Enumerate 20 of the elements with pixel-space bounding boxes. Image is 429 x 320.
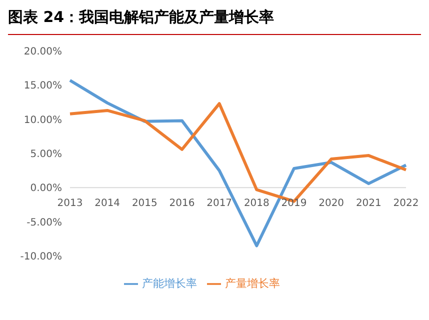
x-tick-label: 2017 <box>206 198 232 210</box>
x-tick-label: 2013 <box>57 198 83 210</box>
y-tick-label: 10.00% <box>24 114 62 126</box>
x-tick-label: 2016 <box>169 198 195 210</box>
x-tick-label: 2015 <box>132 198 158 210</box>
x-tick-label: 2020 <box>318 198 344 210</box>
x-tick-label: 2014 <box>94 198 120 210</box>
y-tick-label: -5.00% <box>26 217 62 228</box>
x-tick-label: 2021 <box>356 198 382 210</box>
x-tick-label: 2018 <box>244 198 270 210</box>
chart-title: 图表 24：我国电解铝产能及产量增长率 <box>8 8 421 35</box>
y-tick-label: 15.00% <box>24 80 62 92</box>
x-tick-label: 2022 <box>393 198 419 210</box>
y-tick-label: 5.00% <box>30 149 62 160</box>
x-tick-label: 2019 <box>281 198 307 210</box>
legend-label: 产量增长率 <box>225 277 280 290</box>
y-tick-label: 20.00% <box>24 46 62 58</box>
y-tick-label: -10.00% <box>20 252 62 263</box>
y-tick-label: 0.00% <box>30 183 62 194</box>
legend-label: 产能增长率 <box>142 277 197 290</box>
